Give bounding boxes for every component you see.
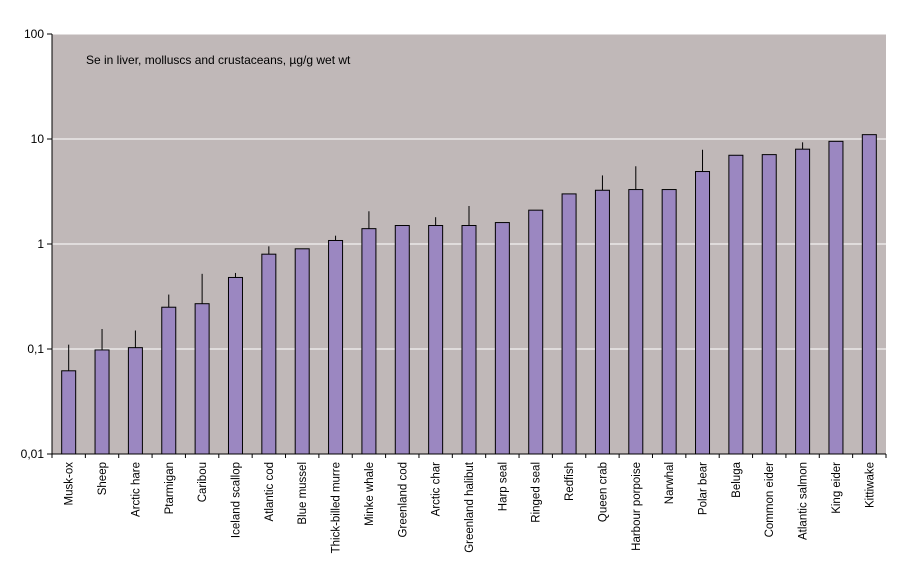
x-tick-label: Kittiwake [864,462,876,508]
bar-blue-mussel [294,248,310,455]
x-tick-label: Caribou [197,462,209,502]
x-tick-label: Redfish [564,462,576,501]
bar-arctic-hare [127,347,143,455]
bar-beluga [728,154,744,455]
bar-polar-bear [695,171,711,455]
x-tick-label: Thick-billed murre [331,462,343,553]
x-tick-label: Blue mussel [297,462,309,525]
y-tick-label: 1 [37,237,44,251]
x-tick-label: Iceland scallop [230,462,242,538]
y-tick-label: 0,01 [21,447,45,461]
x-tick-label: Narwhal [664,462,676,504]
bar-harp-seal [494,222,510,455]
bar-ptarmigan [161,306,177,455]
y-tick-label: 0,1 [27,342,44,356]
x-tick-label: Atlantic cod [264,462,276,521]
x-tick-label: Arctic char [431,462,443,516]
x-tick-label: Arctic hare [130,462,142,517]
bar-narwhal [661,189,677,455]
bar-ringed-seal [528,209,544,455]
x-tick-label: Greenland halibut [464,461,476,553]
y-tick-label: 100 [24,27,44,41]
x-tick-label: Greenland cod [397,462,409,537]
x-tick-label: Atlantic salmon [798,462,810,540]
bar-atlantic-cod [261,253,277,455]
x-tick-label: Ringed seal [531,462,543,523]
bar-thick-billed-murre [328,239,344,455]
x-tick-label: Minke whale [364,462,376,526]
bar-kittiwake [861,134,877,455]
bar-king-eider [828,140,844,455]
x-axis-labels: Musk-ox Sheep Arctic hare Ptarmigan Caribou I… [51,454,887,553]
error-bars [68,142,804,371]
x-tick-label: Harbour porpoise [631,462,643,551]
bar-minke-whale [361,228,377,455]
x-tick-label: Harp seal [497,462,509,511]
bar-caribou [194,303,210,455]
y-axis-ticks: 0,01 0,1 1 10 100 [21,27,52,461]
bar-greenland-cod [394,225,410,455]
bar-redfish [561,193,577,455]
bar-greenland-halibut [461,225,477,455]
bar-arctic-char [428,225,444,455]
bar-musk-ox [61,370,77,455]
bar-common-eider [761,154,777,455]
x-tick-label: Polar bear [698,462,710,515]
chart-title: Se in liver, molluscs and crustaceans, µ… [86,53,351,67]
bar-harbour-porpoise [628,189,644,455]
x-tick-label: Sheep [97,462,109,495]
y-tick-label: 10 [31,132,45,146]
x-tick-label: Queen crab [597,462,609,522]
x-tick-label: King eider [831,462,843,514]
bar-sheep [94,349,110,455]
bars [61,134,877,455]
bar-atlantic-salmon [795,148,811,455]
x-tick-label: Beluga [731,461,743,497]
x-tick-label: Ptarmigan [164,462,176,514]
x-tick-label: Common eider [764,462,776,538]
bar-queen-crab [594,189,610,455]
bar-iceland-scallop [227,276,243,455]
x-tick-label: Musk-ox [64,462,76,506]
